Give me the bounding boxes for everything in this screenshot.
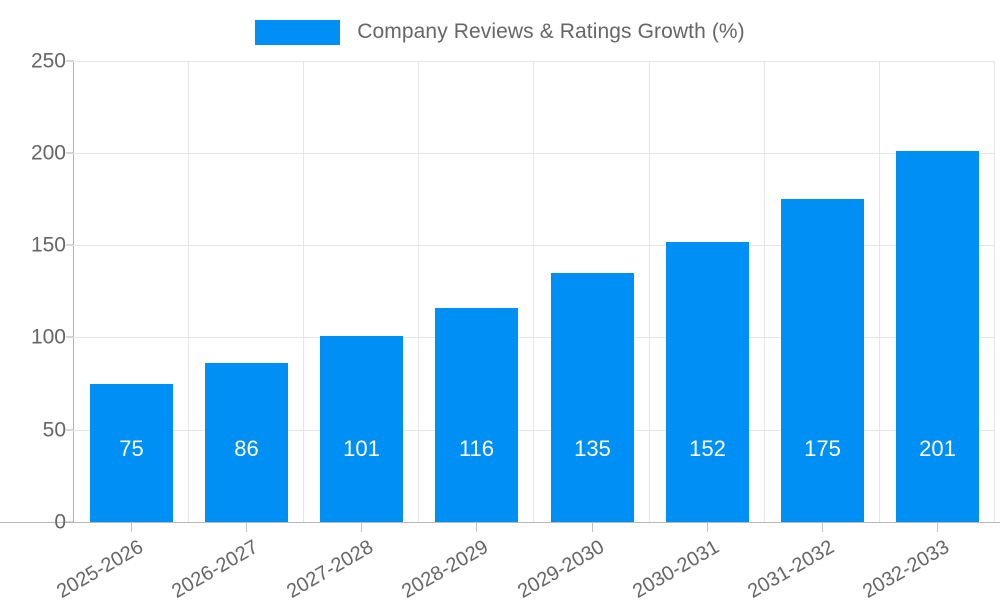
legend-label: Company Reviews & Ratings Growth (%): [357, 20, 745, 43]
bar-value-label: 175: [804, 436, 841, 461]
y-tick-mark: [66, 60, 74, 62]
y-tick-label: 100: [30, 325, 66, 349]
y-tick-label: 250: [30, 49, 66, 73]
bar-value-label: 75: [119, 436, 144, 461]
bar-2027-2028[interactable]: 101: [320, 335, 403, 522]
bar-value-label: 135: [574, 436, 611, 461]
x-tick-mark: [707, 523, 708, 532]
y-tick-mark: [66, 336, 74, 338]
legend-swatch-icon: [255, 19, 341, 45]
bar-2032-2033[interactable]: 201: [896, 151, 979, 522]
gridline-vertical: [994, 61, 995, 522]
gridline-vertical: [418, 61, 419, 522]
bar-2028-2029[interactable]: 116: [435, 308, 518, 522]
bar-value-label: 86: [234, 436, 259, 461]
x-tick-mark: [246, 523, 247, 532]
gridline-vertical: [764, 61, 765, 522]
gridline-vertical: [879, 61, 880, 522]
plot-area: 75 86 101 116 135 152 175 201: [73, 61, 995, 522]
x-tick-mark: [476, 523, 477, 532]
x-tick-mark: [937, 523, 938, 532]
y-tick-mark: [66, 521, 74, 523]
legend-item-company-reviews-ratings-growth[interactable]: Company Reviews & Ratings Growth (%): [255, 19, 745, 45]
gridline-vertical: [303, 61, 304, 522]
x-tick-mark: [131, 523, 132, 532]
gridline-vertical: [188, 61, 189, 522]
x-axis-line: [0, 522, 1000, 523]
y-tick-label: 150: [30, 233, 66, 257]
x-tick-mark: [822, 523, 823, 532]
gridline-vertical: [533, 61, 534, 522]
y-tick-label: 200: [30, 141, 66, 165]
gridline-horizontal: [73, 245, 995, 246]
gridline-horizontal: [73, 337, 995, 338]
x-tick-mark: [592, 523, 593, 532]
y-axis-line: [73, 61, 74, 523]
y-tick-mark: [66, 244, 74, 246]
y-tick-mark: [66, 152, 74, 154]
gridline-horizontal: [73, 430, 995, 431]
bar-2031-2032[interactable]: 175: [781, 199, 864, 522]
bar-value-label: 101: [343, 436, 380, 461]
bar-value-label: 116: [458, 436, 495, 461]
bar-2025-2026[interactable]: 75: [90, 383, 173, 522]
y-tick-label: 0: [54, 510, 66, 534]
gridline-horizontal: [73, 153, 995, 154]
bar-value-label: 201: [919, 436, 956, 461]
y-tick-label: 50: [42, 418, 66, 442]
bar-2030-2031[interactable]: 152: [666, 241, 749, 522]
gridline-horizontal: [73, 61, 995, 62]
chart-legend: Company Reviews & Ratings Growth (%): [0, 14, 1000, 50]
x-tick-mark: [361, 523, 362, 532]
bar-2029-2030[interactable]: 135: [551, 273, 634, 522]
y-axis-ticks: 250 200 150 100 50 0: [0, 0, 74, 600]
bar-value-label: 152: [689, 436, 726, 461]
bar-2026-2027[interactable]: 86: [205, 363, 288, 522]
gridline-vertical: [649, 61, 650, 522]
y-tick-mark: [66, 429, 74, 431]
